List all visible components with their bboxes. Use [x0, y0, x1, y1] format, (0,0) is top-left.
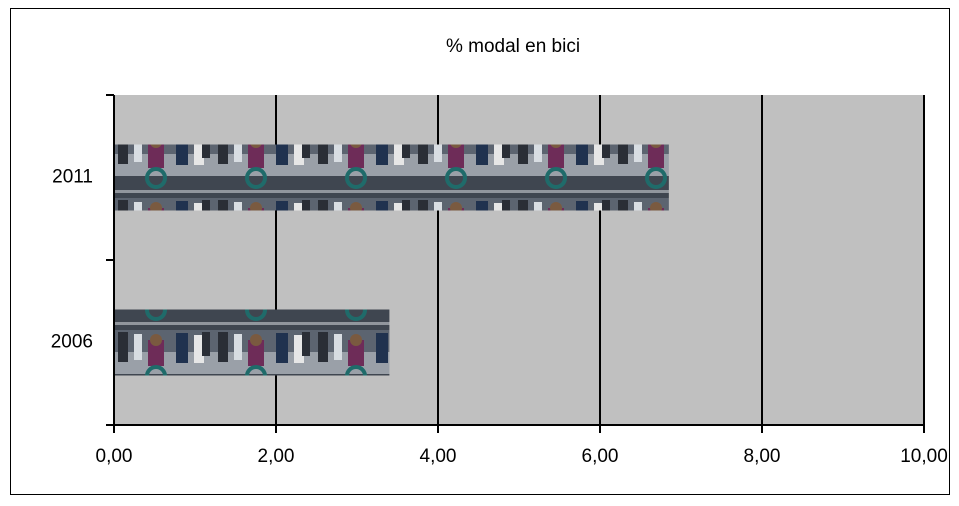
x-tick-label: 10,00 — [900, 446, 948, 467]
y-tick-label: 2011 — [52, 167, 93, 188]
x-tick-label: 4,00 — [420, 446, 457, 467]
bar — [114, 309, 390, 376]
x-tick-label: 2,00 — [258, 446, 295, 467]
x-tick-label: 8,00 — [744, 446, 781, 467]
x-tick-label: 6,00 — [582, 446, 619, 467]
bar — [114, 144, 669, 211]
x-tick-label: 0,00 — [96, 446, 133, 467]
chart-title: % modal en bici — [446, 36, 580, 57]
y-tick-label: 2006 — [51, 332, 93, 353]
